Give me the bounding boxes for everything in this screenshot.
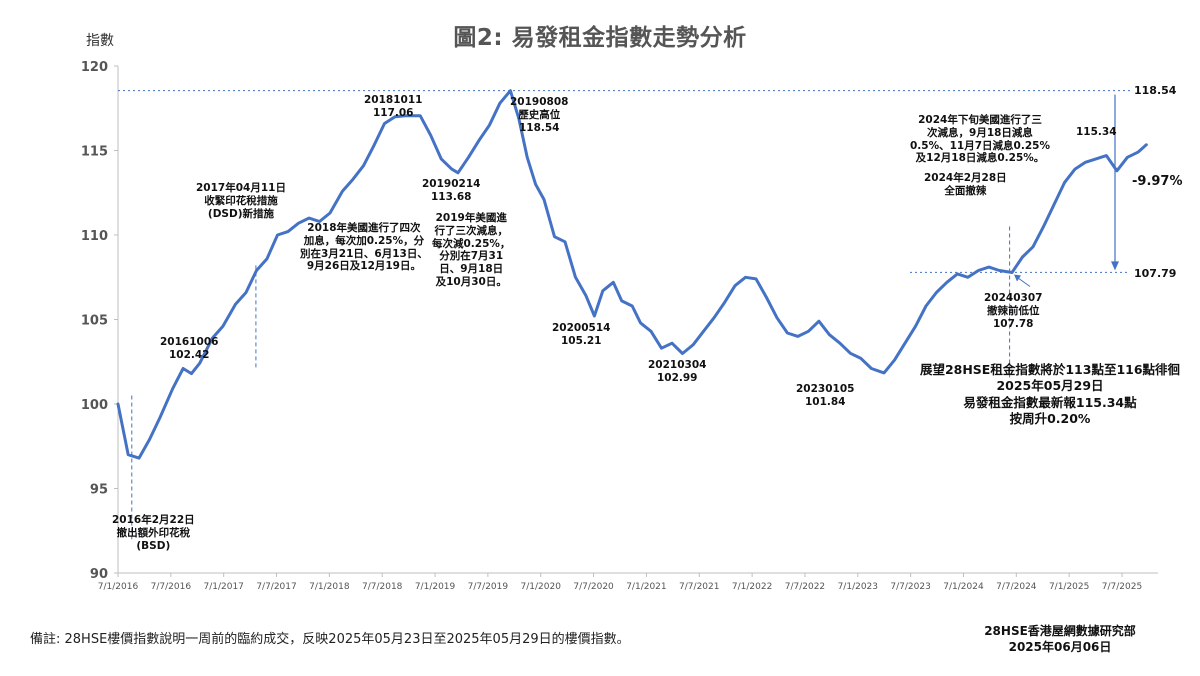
x-tick-label: 7/7/2016 bbox=[151, 582, 192, 592]
y-tick-label: 100 bbox=[81, 398, 108, 413]
summary-latest: 易發租金指數最新報115.34點 bbox=[963, 394, 1137, 410]
decline-percentage: -9.97% bbox=[1132, 174, 1183, 189]
annotation-rate-hike-2018: 2018年美國進行了四次 加息，每次加0.25%，分 別在3月21日、6月13日… bbox=[300, 222, 428, 273]
x-tick-label: 7/7/2024 bbox=[996, 582, 1037, 592]
summary-date: 2025年05月29日 bbox=[996, 378, 1104, 394]
annotation-bsd: 2016年2月22日 撤出額外印花稅 (BSD) bbox=[112, 514, 195, 552]
reference-low-label: 107.79 bbox=[1134, 267, 1177, 280]
reference-high-label: 118.54 bbox=[1134, 84, 1177, 97]
x-tick-label: 7/7/2022 bbox=[785, 582, 825, 592]
x-tick-label: 7/7/2021 bbox=[679, 582, 719, 592]
x-tick-label: 7/1/2016 bbox=[98, 582, 139, 592]
x-tick-label: 7/7/2019 bbox=[468, 582, 509, 592]
y-tick-label: 95 bbox=[90, 483, 108, 498]
x-tick-label: 7/1/2019 bbox=[415, 582, 456, 592]
annotation-dsd: 2017年04月11日 收緊印花稅措施 (DSD)新措施 bbox=[196, 182, 286, 220]
low-pointer-arrowhead bbox=[1013, 274, 1021, 282]
annotation-latest: 115.34 bbox=[1076, 126, 1117, 138]
chart-title: 圖2: 易發租金指數走勢分析 bbox=[453, 25, 747, 51]
annotation-20161006: 20161006 102.42 bbox=[160, 336, 219, 361]
x-tick-label: 7/7/2023 bbox=[890, 582, 930, 592]
annotation-cooling-removal: 2024年2月28日 全面撤辣 bbox=[924, 172, 1007, 197]
annotation-rate-cut-2019: 2019年美國進 行了三次減息， 每次減0.25%， 分別在7月31 日、9月1… bbox=[432, 212, 511, 288]
footer-note: 備註: 28HSE樓價指數說明一周前的臨約成交，反映2025年05月23日至20… bbox=[30, 632, 630, 647]
y-tick-label: 115 bbox=[81, 145, 108, 160]
x-tick-label: 7/1/2025 bbox=[1049, 582, 1089, 592]
x-tick-label: 7/7/2020 bbox=[573, 582, 614, 592]
y-tick-label: 105 bbox=[81, 314, 108, 329]
footer-source-date: 2025年06月06日 bbox=[1008, 639, 1112, 654]
x-tick-label: 7/1/2022 bbox=[732, 582, 772, 592]
footer-source-org: 28HSE香港屋網數據研究部 bbox=[984, 624, 1136, 638]
x-tick-label: 7/1/2020 bbox=[521, 582, 562, 592]
footer-source: 28HSE香港屋網數據研究部 2025年06月06日 bbox=[960, 624, 1160, 655]
x-tick-label: 7/7/2025 bbox=[1102, 582, 1142, 592]
annotation-20181011: 20181011 117.06 bbox=[364, 94, 423, 119]
x-tick-label: 7/7/2017 bbox=[256, 582, 296, 592]
annotation-20230105: 20230105 101.84 bbox=[796, 383, 855, 408]
x-tick-label: 7/1/2021 bbox=[626, 582, 666, 592]
decline-arrow-head bbox=[1111, 261, 1119, 271]
y-axis-label: 指數 bbox=[86, 33, 114, 49]
annotation-20240307: 20240307 撤辣前低位 107.78 bbox=[984, 292, 1043, 330]
x-tick-label: 7/1/2024 bbox=[943, 582, 984, 592]
x-tick-label: 7/7/2018 bbox=[362, 582, 403, 592]
x-tick-label: 7/1/2017 bbox=[203, 582, 243, 592]
y-tick-label: 110 bbox=[81, 229, 108, 244]
annotation-20190214: 20190214 113.68 bbox=[422, 178, 481, 203]
summary-block: 展望28HSE租金指數將於113點至116點徘徊 2025年05月29日 易發租… bbox=[900, 362, 1200, 427]
annotation-20200514: 20200514 105.21 bbox=[552, 322, 611, 347]
summary-outlook: 展望28HSE租金指數將於113點至116點徘徊 bbox=[919, 362, 1181, 377]
x-tick-label: 7/1/2018 bbox=[309, 582, 350, 592]
y-tick-label: 90 bbox=[90, 567, 108, 582]
rent-index-series-line bbox=[116, 89, 1148, 460]
annotation-rate-cut-2024: 2024年下旬美國進行了三 次減息，9月18日減息 0.5%、11月7日減息0.… bbox=[910, 114, 1050, 165]
x-tick-label: 7/1/2023 bbox=[838, 582, 878, 592]
y-tick-label: 120 bbox=[81, 60, 108, 75]
summary-weekly-change: 按周升0.20% bbox=[1009, 410, 1091, 426]
annotation-20190808: 20190808 歷史高位 118.54 bbox=[510, 96, 569, 134]
annotation-20210304: 20210304 102.99 bbox=[648, 359, 707, 384]
